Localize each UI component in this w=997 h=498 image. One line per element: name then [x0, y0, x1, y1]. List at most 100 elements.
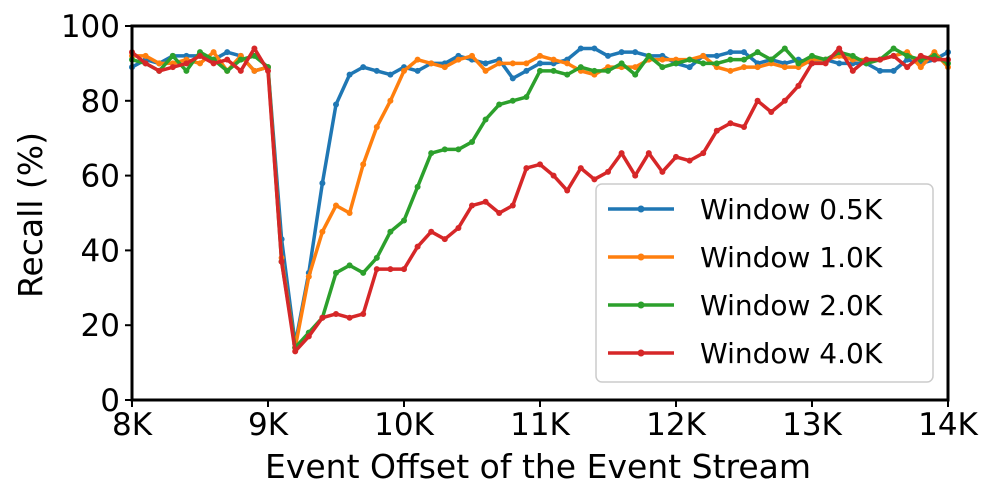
data-point — [523, 165, 530, 172]
data-point — [237, 67, 244, 74]
y-tick-label: 80 — [81, 84, 120, 120]
y-tick-label: 0 — [100, 383, 120, 419]
data-point — [265, 67, 271, 74]
data-point — [931, 56, 938, 63]
data-point — [333, 202, 339, 209]
data-point — [686, 157, 693, 164]
data-point — [509, 202, 516, 209]
data-point — [645, 150, 652, 157]
data-point — [455, 56, 462, 63]
data-point — [496, 210, 503, 216]
data-point — [346, 210, 353, 216]
data-point — [632, 71, 639, 78]
data-point — [441, 146, 448, 153]
data-point — [360, 161, 367, 168]
data-point — [183, 67, 190, 74]
y-tick-label: 20 — [81, 308, 120, 344]
data-point — [183, 60, 190, 67]
data-point — [822, 60, 829, 67]
data-point — [713, 127, 720, 134]
x-tick-label: 13K — [782, 407, 842, 443]
data-point — [781, 97, 788, 104]
data-point — [591, 67, 598, 74]
data-point — [373, 67, 380, 74]
data-point — [618, 49, 625, 56]
legend-frame — [595, 183, 934, 383]
data-point — [142, 60, 149, 67]
data-point — [849, 52, 856, 59]
series-layer — [129, 45, 951, 355]
data-point — [781, 64, 788, 71]
legend-item: Window 2.0K — [608, 289, 883, 322]
data-point — [700, 150, 707, 157]
data-point — [523, 60, 530, 67]
axes-layer: 8K 9K 10K 11K 12K 13K 14K 0 20 40 60 80 100 — [61, 9, 979, 443]
data-point — [210, 60, 217, 67]
data-point — [482, 116, 489, 123]
data-point — [577, 165, 584, 172]
data-point — [441, 236, 448, 243]
data-point — [795, 82, 802, 89]
data-point — [754, 97, 761, 104]
data-point — [428, 150, 435, 157]
data-point — [917, 64, 924, 71]
data-point — [469, 138, 475, 145]
data-point — [877, 56, 883, 63]
data-point — [482, 60, 489, 67]
data-point — [333, 101, 339, 108]
data-point — [537, 52, 543, 59]
data-point — [251, 45, 258, 52]
data-point — [754, 64, 761, 71]
data-point — [387, 71, 394, 78]
data-point — [319, 314, 326, 321]
data-point — [727, 67, 734, 74]
data-point — [142, 52, 149, 59]
data-point — [210, 49, 217, 56]
data-point — [156, 67, 163, 74]
data-point — [550, 172, 557, 179]
data-point — [890, 52, 897, 59]
data-point — [605, 168, 611, 175]
data-point — [605, 67, 611, 74]
legend-marker — [637, 253, 645, 261]
data-point — [509, 97, 516, 104]
data-point — [496, 60, 503, 67]
data-point — [795, 60, 802, 67]
data-point — [768, 109, 775, 116]
legend-label: Window 1.0K — [700, 241, 883, 274]
data-point — [904, 52, 911, 59]
data-point — [741, 123, 747, 130]
data-point — [333, 269, 339, 276]
x-tick-label: 14K — [918, 407, 978, 443]
data-point — [564, 60, 571, 67]
data-point — [509, 60, 516, 67]
data-point — [537, 60, 543, 67]
data-point — [618, 150, 625, 157]
x-tick-label: 9K — [248, 407, 289, 443]
data-point — [741, 49, 747, 56]
legend-item: Window 4.0K — [608, 337, 883, 370]
x-axis-title: Event Offset of the Event Stream — [265, 447, 811, 486]
x-tick-label: 11K — [510, 407, 570, 443]
data-point — [346, 71, 353, 78]
data-point — [768, 56, 775, 63]
legend-marker — [637, 349, 645, 357]
y-axis-title: Recall (%) — [11, 132, 50, 298]
data-point — [455, 224, 462, 231]
data-point — [387, 266, 394, 273]
data-point — [890, 67, 897, 74]
data-point — [618, 60, 625, 67]
data-point — [673, 153, 679, 160]
data-point — [360, 269, 367, 276]
data-point — [509, 75, 516, 82]
x-tick-label: 8K — [112, 407, 153, 443]
y-tick-label: 100 — [61, 9, 120, 45]
data-point — [414, 67, 421, 74]
data-point — [319, 228, 326, 235]
data-point — [632, 172, 639, 179]
data-point — [414, 183, 421, 190]
legend-label: Window 2.0K — [700, 289, 883, 322]
data-point — [537, 161, 543, 168]
data-point — [482, 198, 489, 205]
